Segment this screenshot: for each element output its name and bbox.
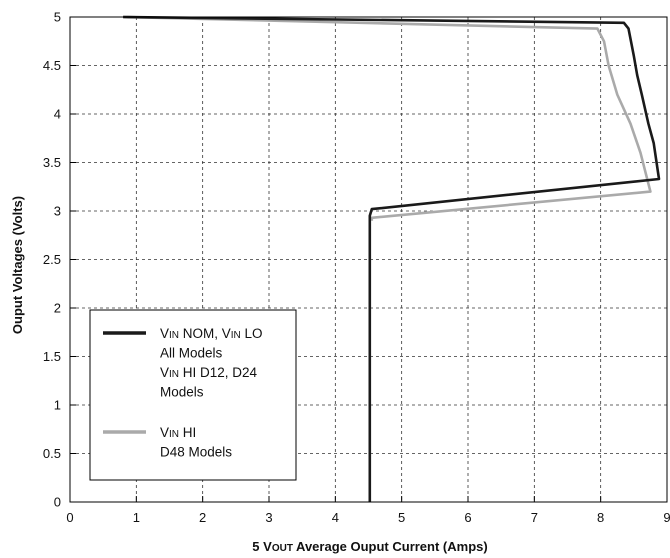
series-line-1 bbox=[123, 15, 661, 502]
y-axis-label: Ouput Voltages (Volts) bbox=[10, 196, 25, 334]
legend-box bbox=[89, 309, 297, 481]
legend-entry-1-line: All Models bbox=[160, 346, 223, 361]
legend-entry-2-line: D48 Models bbox=[160, 445, 232, 460]
y-tick-label: 0.5 bbox=[43, 446, 61, 461]
legend-entry-1-line: VIN NOM, VIN LO bbox=[160, 326, 263, 341]
series-line-2 bbox=[123, 15, 652, 221]
grid-lines bbox=[70, 17, 667, 502]
y-tick-label: 0 bbox=[54, 495, 61, 510]
y-tick-label: 2 bbox=[54, 301, 61, 316]
x-tick-label: 3 bbox=[265, 510, 272, 525]
x-tick-label: 0 bbox=[66, 510, 73, 525]
y-tick-label: 2.5 bbox=[43, 252, 61, 267]
y-tick-label: 4 bbox=[54, 107, 61, 122]
legend: VIN NOM, VIN LO All Models VIN HI D12, D24… bbox=[89, 309, 297, 481]
x-tick-label: 6 bbox=[464, 510, 471, 525]
legend-entry-1-line: VIN HI D12, D24 bbox=[160, 365, 258, 380]
x-axis-label-rest: Average Ouput Current (Amps) bbox=[293, 539, 488, 554]
x-axis-label-sub: OUT bbox=[272, 543, 293, 554]
x-axis-label-v: 5 V bbox=[252, 539, 272, 554]
series-layer bbox=[123, 15, 661, 502]
legend-entry-1-line: Models bbox=[160, 385, 204, 400]
x-tick-label: 1 bbox=[133, 510, 140, 525]
y-tick-label: 3.5 bbox=[43, 155, 61, 170]
x-tick-label: 9 bbox=[663, 510, 670, 525]
y-tick-label: 1 bbox=[54, 398, 61, 413]
x-tick-label: 5 bbox=[398, 510, 405, 525]
legend-entries: VIN NOM, VIN LO All Models VIN HI D12, D24… bbox=[160, 326, 263, 460]
x-axis-label: 5 VOUT Average Ouput Current (Amps) bbox=[252, 539, 487, 554]
y-tick-label: 5 bbox=[54, 10, 61, 25]
x-tick-label: 8 bbox=[597, 510, 604, 525]
x-tick-label: 7 bbox=[531, 510, 538, 525]
y-tick-label: 1.5 bbox=[43, 349, 61, 364]
x-tick-label: 4 bbox=[332, 510, 339, 525]
legend-entry-2-line: VIN HI bbox=[160, 425, 196, 440]
axis-ticks: 0 1 2 3 4 5 6 7 8 9 0 0.5 1 1.5 2 2.5 3 3.5 4 4.5 5 bbox=[43, 10, 670, 526]
x-tick-label: 2 bbox=[199, 510, 206, 525]
y-tick-label: 4.5 bbox=[43, 58, 61, 73]
y-tick-label: 3 bbox=[54, 204, 61, 219]
